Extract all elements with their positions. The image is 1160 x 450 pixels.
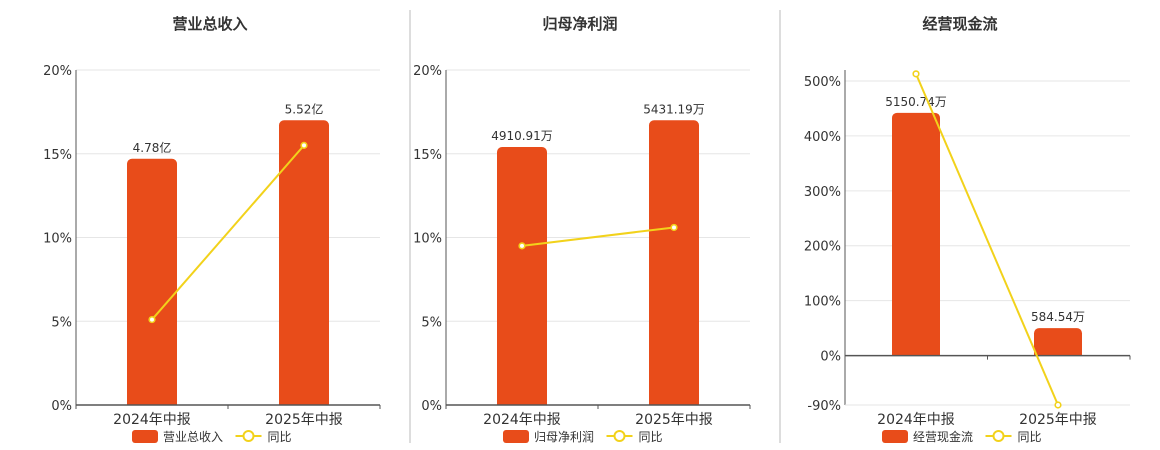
data-label: 5431.19万: [643, 102, 705, 116]
data-label: 584.54万: [1031, 310, 1085, 324]
chart-title: 经营现金流: [922, 15, 997, 33]
legend-line-label: 同比: [639, 430, 663, 444]
legend-bar-swatch: [503, 430, 529, 443]
x-tick-label: 2025年中报: [635, 412, 713, 428]
legend-bar-label: 归母净利润: [534, 430, 594, 444]
legend-line-marker: [613, 430, 626, 442]
legend-line-label: 同比: [1018, 430, 1042, 444]
y-tick-label: 5%: [51, 315, 72, 330]
y-tick-label: 0%: [421, 399, 442, 414]
legend-line-label: 同比: [268, 430, 292, 444]
legend-bar-label: 经营现金流: [913, 429, 973, 444]
legend-bar-swatch: [882, 430, 908, 443]
y-tick-label: 20%: [413, 64, 442, 79]
legend-bar-swatch: [132, 430, 158, 443]
legend-line-marker: [242, 430, 255, 442]
chart-panel-1: 营业总收入 0% 5% 10% 15% 20% 4.78亿 5.52亿 2024年中报 2025年…: [43, 15, 381, 444]
y-tick-label: -90%: [807, 399, 841, 414]
x-tick-label: 2024年中报: [113, 412, 191, 428]
chart-title: 营业总收入: [172, 15, 247, 33]
line-point: [670, 223, 678, 232]
series-line: [915, 73, 1059, 406]
x-tick-label: 2024年中报: [483, 412, 561, 428]
y-tick-label: 20%: [43, 64, 72, 79]
data-label: 4910.91万: [491, 129, 553, 143]
series-line: [151, 144, 305, 321]
series-line: [521, 226, 675, 247]
y-tick-label: 0%: [51, 399, 72, 414]
y-tick-label: 200%: [804, 240, 841, 255]
y-tick-label: 5%: [421, 315, 442, 330]
y-tick-label: 100%: [804, 295, 841, 310]
chart-panel-2: 归母净利润 0% 5% 10% 15% 20% 4910.91万 5431.19万 2024年中…: [413, 15, 751, 444]
x-tick-label: 2024年中报: [877, 412, 955, 428]
bar-base: [279, 399, 329, 405]
x-tick-label: 2025年中报: [1019, 412, 1097, 428]
bar-base: [1034, 349, 1082, 356]
bar: [1034, 328, 1082, 356]
bar-base: [649, 399, 699, 405]
y-tick-label: 500%: [804, 75, 841, 90]
bar: [279, 120, 329, 405]
line-point: [148, 315, 156, 324]
legend-line-marker: [992, 430, 1005, 442]
line-point: [1054, 401, 1062, 409]
y-tick-label: 0%: [820, 350, 841, 365]
data-label: 5.52亿: [285, 101, 324, 116]
bar-base: [892, 349, 940, 356]
line-point: [300, 141, 308, 149]
bar: [497, 147, 547, 406]
bar-base: [497, 399, 547, 405]
chart-title: 归母净利润: [542, 15, 617, 33]
line-point: [912, 70, 920, 78]
x-tick-label: 2025年中报: [265, 412, 343, 428]
y-tick-label: 300%: [804, 185, 841, 200]
bar-base: [127, 399, 177, 405]
y-tick-label: 15%: [413, 148, 442, 163]
legend-bar-label: 营业总收入: [163, 430, 223, 444]
bar: [649, 120, 699, 405]
data-label: 5150.74万: [885, 95, 947, 109]
bar: [892, 112, 940, 356]
y-tick-label: 15%: [43, 148, 72, 163]
data-label: 4.78亿: [133, 140, 172, 155]
y-tick-label: 10%: [43, 232, 72, 247]
y-tick-label: 400%: [804, 130, 841, 145]
y-tick-label: 10%: [413, 232, 442, 247]
chart-panel-3: 经营现金流 -90% 0% 100% 200% 300% 400% 500% 5150.74万 5…: [804, 15, 1131, 444]
line-point: [518, 242, 526, 250]
bar: [127, 158, 177, 405]
